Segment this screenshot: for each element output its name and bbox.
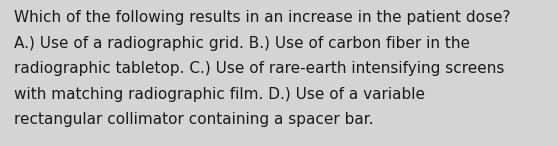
Text: A.) Use of a radiographic grid. B.) Use of carbon fiber in the: A.) Use of a radiographic grid. B.) Use …: [14, 36, 470, 51]
Text: rectangular collimator containing a spacer bar.: rectangular collimator containing a spac…: [14, 112, 373, 127]
Text: Which of the following results in an increase in the patient dose?: Which of the following results in an inc…: [14, 10, 511, 25]
Text: with matching radiographic film. D.) Use of a variable: with matching radiographic film. D.) Use…: [14, 87, 425, 102]
Text: radiographic tabletop. C.) Use of rare-earth intensifying screens: radiographic tabletop. C.) Use of rare-e…: [14, 61, 504, 76]
